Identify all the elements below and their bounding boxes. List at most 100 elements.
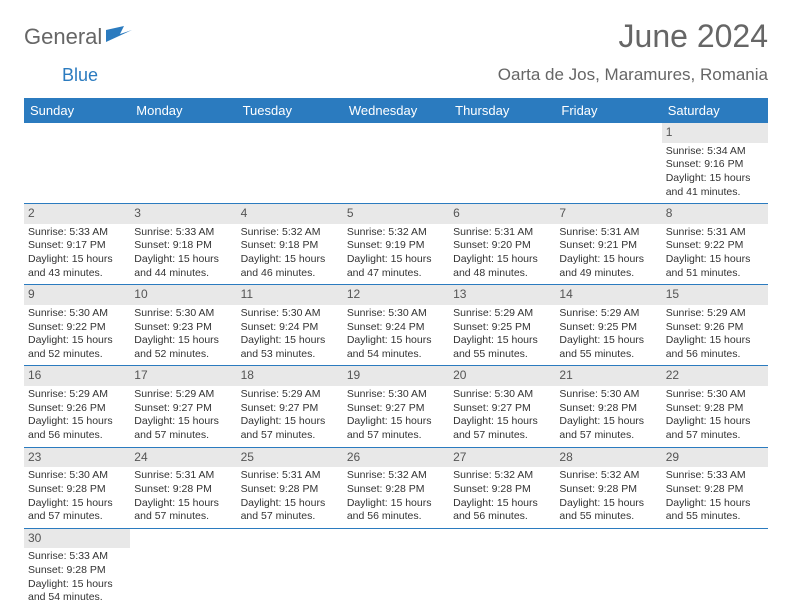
day-number: 24	[130, 448, 236, 468]
daylight-line: Daylight: 15 hours	[666, 172, 764, 186]
day-cell: 11Sunrise: 5:30 AMSunset: 9:24 PMDayligh…	[237, 285, 343, 365]
day-body: Sunrise: 5:34 AMSunset: 9:16 PMDaylight:…	[662, 143, 768, 204]
daylight-line: and 52 minutes.	[134, 348, 232, 362]
day-cell	[343, 123, 449, 203]
dow-cell: Tuesday	[237, 98, 343, 123]
daylight-line: Daylight: 15 hours	[559, 334, 657, 348]
week-row: 30Sunrise: 5:33 AMSunset: 9:28 PMDayligh…	[24, 529, 768, 609]
sunrise-line: Sunrise: 5:34 AM	[666, 145, 764, 159]
daylight-line: and 56 minutes.	[453, 510, 551, 524]
day-cell: 28Sunrise: 5:32 AMSunset: 9:28 PMDayligh…	[555, 448, 661, 528]
sunrise-line: Sunrise: 5:30 AM	[241, 307, 339, 321]
sunrise-line: Sunrise: 5:33 AM	[134, 226, 232, 240]
day-cell	[343, 529, 449, 609]
logo-text-1: General	[24, 24, 102, 50]
day-cell: 14Sunrise: 5:29 AMSunset: 9:25 PMDayligh…	[555, 285, 661, 365]
day-body: Sunrise: 5:31 AMSunset: 9:20 PMDaylight:…	[449, 224, 555, 285]
daylight-line: Daylight: 15 hours	[134, 253, 232, 267]
daylight-line: and 55 minutes.	[666, 510, 764, 524]
day-number: 9	[24, 285, 130, 305]
daylight-line: Daylight: 15 hours	[347, 497, 445, 511]
week-row: 23Sunrise: 5:30 AMSunset: 9:28 PMDayligh…	[24, 448, 768, 529]
day-body: Sunrise: 5:32 AMSunset: 9:28 PMDaylight:…	[555, 467, 661, 528]
day-body: Sunrise: 5:30 AMSunset: 9:23 PMDaylight:…	[130, 305, 236, 366]
daylight-line: and 48 minutes.	[453, 267, 551, 281]
daylight-line: Daylight: 15 hours	[28, 253, 126, 267]
sunrise-line: Sunrise: 5:33 AM	[28, 226, 126, 240]
day-cell: 15Sunrise: 5:29 AMSunset: 9:26 PMDayligh…	[662, 285, 768, 365]
sunrise-line: Sunrise: 5:31 AM	[559, 226, 657, 240]
day-number: 20	[449, 366, 555, 386]
daylight-line: and 56 minutes.	[666, 348, 764, 362]
day-cell: 30Sunrise: 5:33 AMSunset: 9:28 PMDayligh…	[24, 529, 130, 609]
day-number: 4	[237, 204, 343, 224]
day-body: Sunrise: 5:30 AMSunset: 9:24 PMDaylight:…	[343, 305, 449, 366]
sunset-line: Sunset: 9:28 PM	[666, 483, 764, 497]
day-number: 18	[237, 366, 343, 386]
day-cell: 7Sunrise: 5:31 AMSunset: 9:21 PMDaylight…	[555, 204, 661, 284]
daylight-line: and 41 minutes.	[666, 186, 764, 200]
day-body: Sunrise: 5:30 AMSunset: 9:27 PMDaylight:…	[343, 386, 449, 447]
day-number: 7	[555, 204, 661, 224]
day-cell: 19Sunrise: 5:30 AMSunset: 9:27 PMDayligh…	[343, 366, 449, 446]
sunrise-line: Sunrise: 5:30 AM	[134, 307, 232, 321]
day-body: Sunrise: 5:30 AMSunset: 9:28 PMDaylight:…	[24, 467, 130, 528]
daylight-line: Daylight: 15 hours	[666, 415, 764, 429]
sunrise-line: Sunrise: 5:31 AM	[666, 226, 764, 240]
daylight-line: and 57 minutes.	[241, 510, 339, 524]
daylight-line: Daylight: 15 hours	[28, 578, 126, 592]
day-cell: 22Sunrise: 5:30 AMSunset: 9:28 PMDayligh…	[662, 366, 768, 446]
sunset-line: Sunset: 9:26 PM	[666, 321, 764, 335]
sunrise-line: Sunrise: 5:29 AM	[134, 388, 232, 402]
day-number: 16	[24, 366, 130, 386]
daylight-line: Daylight: 15 hours	[453, 334, 551, 348]
sunrise-line: Sunrise: 5:32 AM	[559, 469, 657, 483]
sunset-line: Sunset: 9:28 PM	[134, 483, 232, 497]
daylight-line: Daylight: 15 hours	[453, 497, 551, 511]
day-body: Sunrise: 5:33 AMSunset: 9:28 PMDaylight:…	[662, 467, 768, 528]
day-cell	[449, 123, 555, 203]
sunset-line: Sunset: 9:21 PM	[559, 239, 657, 253]
day-number: 23	[24, 448, 130, 468]
day-body: Sunrise: 5:32 AMSunset: 9:19 PMDaylight:…	[343, 224, 449, 285]
sunset-line: Sunset: 9:25 PM	[559, 321, 657, 335]
sunrise-line: Sunrise: 5:29 AM	[241, 388, 339, 402]
sunrise-line: Sunrise: 5:31 AM	[453, 226, 551, 240]
month-title: June 2024	[498, 18, 768, 55]
daylight-line: and 52 minutes.	[28, 348, 126, 362]
sunrise-line: Sunrise: 5:31 AM	[241, 469, 339, 483]
daylight-line: and 49 minutes.	[559, 267, 657, 281]
sunrise-line: Sunrise: 5:30 AM	[347, 388, 445, 402]
dow-cell: Wednesday	[343, 98, 449, 123]
dow-cell: Thursday	[449, 98, 555, 123]
daylight-line: Daylight: 15 hours	[666, 497, 764, 511]
day-body: Sunrise: 5:29 AMSunset: 9:25 PMDaylight:…	[449, 305, 555, 366]
daylight-line: and 43 minutes.	[28, 267, 126, 281]
day-cell: 3Sunrise: 5:33 AMSunset: 9:18 PMDaylight…	[130, 204, 236, 284]
day-cell: 21Sunrise: 5:30 AMSunset: 9:28 PMDayligh…	[555, 366, 661, 446]
day-cell: 10Sunrise: 5:30 AMSunset: 9:23 PMDayligh…	[130, 285, 236, 365]
day-number: 27	[449, 448, 555, 468]
calendar: SundayMondayTuesdayWednesdayThursdayFrid…	[24, 98, 768, 609]
day-body: Sunrise: 5:30 AMSunset: 9:28 PMDaylight:…	[555, 386, 661, 447]
day-body: Sunrise: 5:29 AMSunset: 9:27 PMDaylight:…	[130, 386, 236, 447]
sunset-line: Sunset: 9:27 PM	[241, 402, 339, 416]
sunset-line: Sunset: 9:25 PM	[453, 321, 551, 335]
daylight-line: and 57 minutes.	[453, 429, 551, 443]
day-cell: 9Sunrise: 5:30 AMSunset: 9:22 PMDaylight…	[24, 285, 130, 365]
daylight-line: and 47 minutes.	[347, 267, 445, 281]
sunset-line: Sunset: 9:22 PM	[666, 239, 764, 253]
day-body: Sunrise: 5:31 AMSunset: 9:21 PMDaylight:…	[555, 224, 661, 285]
sunset-line: Sunset: 9:16 PM	[666, 158, 764, 172]
day-cell: 23Sunrise: 5:30 AMSunset: 9:28 PMDayligh…	[24, 448, 130, 528]
day-body: Sunrise: 5:31 AMSunset: 9:22 PMDaylight:…	[662, 224, 768, 285]
day-body: Sunrise: 5:32 AMSunset: 9:28 PMDaylight:…	[449, 467, 555, 528]
sunset-line: Sunset: 9:27 PM	[453, 402, 551, 416]
day-cell: 6Sunrise: 5:31 AMSunset: 9:20 PMDaylight…	[449, 204, 555, 284]
sunrise-line: Sunrise: 5:31 AM	[134, 469, 232, 483]
day-cell: 1Sunrise: 5:34 AMSunset: 9:16 PMDaylight…	[662, 123, 768, 203]
sunrise-line: Sunrise: 5:32 AM	[241, 226, 339, 240]
sunset-line: Sunset: 9:18 PM	[134, 239, 232, 253]
sunset-line: Sunset: 9:28 PM	[28, 564, 126, 578]
flag-icon	[106, 24, 132, 50]
